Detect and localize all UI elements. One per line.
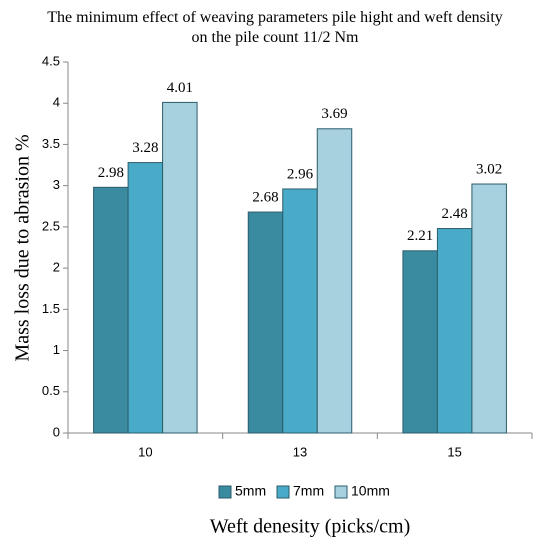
x-tick-label: 10	[138, 444, 152, 459]
y-tick-label: 0.5	[42, 383, 60, 398]
legend-swatch	[334, 485, 348, 499]
value-label: 3.02	[476, 161, 502, 177]
bar	[127, 162, 164, 434]
y-axis-label: Mass loss due to abrasion %	[12, 134, 34, 361]
y-tick-label: 2.5	[42, 218, 60, 233]
legend-swatch	[276, 485, 290, 499]
bar	[436, 228, 473, 434]
bar	[247, 211, 284, 434]
bar	[282, 188, 318, 434]
bar	[471, 183, 507, 434]
value-label: 2.96	[287, 166, 314, 182]
bar	[93, 186, 129, 434]
y-tick-label: 2	[53, 260, 60, 275]
legend-label: 10mm	[351, 483, 390, 499]
y-tick-label: 1.5	[42, 301, 60, 316]
value-label: 2.68	[252, 189, 278, 205]
y-tick-label: 3	[53, 177, 60, 192]
x-axis-label: Weft denesity (picks/cm)	[210, 516, 411, 538]
x-tick-label: 15	[447, 444, 461, 459]
y-tick-label: 0	[53, 424, 60, 439]
y-tick-label: 1	[53, 342, 60, 357]
bar	[162, 101, 198, 434]
bar	[402, 250, 438, 434]
y-tick-label: 3.5	[42, 136, 60, 151]
y-tick-label: 4	[53, 95, 60, 110]
value-label: 2.48	[442, 206, 468, 222]
value-label: 3.28	[132, 140, 158, 156]
value-label: 3.69	[321, 106, 347, 122]
value-label: 2.21	[407, 228, 433, 244]
bar	[316, 128, 353, 434]
x-tick-label: 13	[293, 444, 307, 459]
legend-swatch	[218, 485, 232, 499]
value-label: 2.98	[98, 165, 124, 181]
y-tick-label: 4.5	[42, 53, 60, 68]
legend-label: 5mm	[235, 483, 266, 499]
legend-label: 7mm	[293, 483, 324, 499]
chart-title: The minimum effect of weaving parameters…	[47, 9, 503, 46]
value-label: 4.01	[167, 80, 193, 96]
